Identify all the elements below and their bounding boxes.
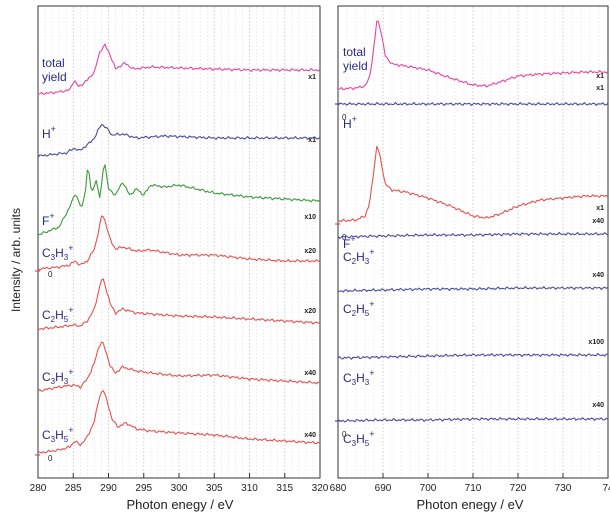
scale-label: x40 [592,272,604,279]
scale-label: x1 [596,205,604,212]
series-line-C3H3 [337,352,609,360]
series-label: C3H3+ [42,367,74,386]
series-line-H [337,101,609,107]
series-label: C2H5+ [343,299,375,318]
series-label: F+ [42,211,55,228]
series-label: C3H3+ [42,243,74,262]
x-tick-label: 295 [135,483,152,494]
series-label: F+ [343,234,356,251]
scale-label: x40 [592,218,604,225]
series-label: H+ [343,114,357,131]
x-tick-label: 310 [241,483,258,494]
zero-marker: 0 [48,454,53,463]
zero-marker: 0 [342,430,347,439]
scale-label: x1 [308,74,316,81]
series-label: C3H3+ [343,368,375,387]
scale-label: x1 [308,137,316,144]
series-line-H [37,124,321,158]
series-label: total yield [42,56,67,84]
scale-label: x20 [304,308,316,315]
scale-label: x100 [588,339,604,346]
series-label: C2H5+ [42,305,74,324]
zero-marker: 0 [48,270,53,279]
x-tick-label: 315 [276,483,293,494]
x-tick-label: 710 [465,483,482,494]
series-label: C3H5+ [343,429,375,448]
scale-label: x40 [304,370,316,377]
series-line-C2H5 [337,285,609,293]
series-line-F [337,145,609,223]
panel-c1s: 280 285 290 295 300 305 310 315 320 x1 total yield x… [30,5,329,494]
series-line-C2H3 [337,231,609,239]
x-tick-label: 730 [555,483,572,494]
scale-label: x40 [304,432,316,439]
series-line-C2H5 [37,278,321,331]
x-tick-label: 74 [602,483,610,494]
series-line-F [37,164,321,236]
zero-marker: 0 [342,113,347,122]
scale-label: x10 [304,214,316,221]
x-tick-label: 280 [30,483,47,494]
x-tick-label: 300 [171,483,188,494]
scale-label: x1 [596,73,604,80]
series-label: H+ [42,124,56,141]
x-tick-label: 305 [206,483,223,494]
series-line-C3H3 [37,215,321,271]
x-tick-label: 690 [375,483,392,494]
scale-label: x20 [304,248,316,255]
x-tick-label: 320 [312,483,329,494]
series-line-C3H5 [37,390,321,454]
series-label: C3H5+ [42,425,74,444]
scale-label: x40 [592,402,604,409]
x-tick-label: 680 [330,483,347,494]
series-line-C3H3b [37,341,320,392]
x-axis-label-left: Photon enegy / eV [127,497,234,512]
series-label: total yield [343,45,368,73]
scale-label: x1 [596,85,604,92]
series-label: C2H3+ [343,247,375,266]
series-line-total [37,43,321,95]
series-line-C3H5 [337,417,609,423]
x-tick-label: 290 [100,483,117,494]
x-tick-label: 720 [510,483,527,494]
x-tick-label: 285 [65,483,82,494]
panel-f1s: 68069070071072073074x1totalyieldx1H+0x1F… [330,5,610,494]
x-tick-label: 700 [420,483,437,494]
y-axis-label: Intensity / arb. units [9,208,23,312]
x-axis-label-right: Photon enegy / eV [417,497,524,512]
series-line-total [338,20,609,91]
